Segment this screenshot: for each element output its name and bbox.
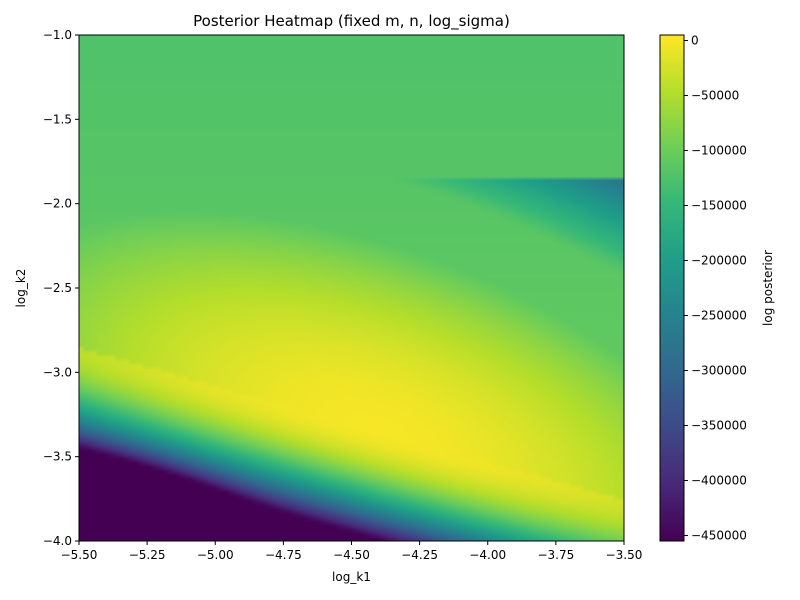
x-tick-label: −5.50	[61, 548, 98, 562]
x-tick-label: −4.25	[401, 548, 438, 562]
colorbar-tick-label: −100000	[691, 144, 747, 158]
colorbar-tick-label: 0	[691, 34, 699, 48]
y-tick-label: −1.5	[43, 112, 72, 126]
heatmap-surface	[79, 35, 624, 541]
colorbar-tick-label: −300000	[691, 364, 747, 378]
colorbar-bar	[659, 34, 685, 542]
x-tick-label: −3.75	[537, 548, 574, 562]
x-tick-label: −4.75	[265, 548, 302, 562]
y-tick-label: −3.0	[43, 365, 72, 379]
colorbar-tick-label: −50000	[691, 89, 739, 103]
colorbar-tick-label: −400000	[691, 474, 747, 488]
colorbar-tick-label: −200000	[691, 254, 747, 268]
colorbar-tick-label: −350000	[691, 419, 747, 433]
x-tick-label: −5.00	[197, 548, 234, 562]
colorbar-tick-label: −250000	[691, 309, 747, 323]
colorbar-label: log posterior	[761, 250, 775, 326]
x-axis-label: log_k1	[332, 570, 371, 584]
y-tick-label: −2.5	[43, 281, 72, 295]
colorbar-tick-label: −150000	[691, 199, 747, 213]
x-tick-label: −3.50	[606, 548, 643, 562]
colorbar: 0 −50000 −100000 −150000 −200000 −250000 −3000…	[659, 34, 775, 543]
y-tick-label: −3.5	[43, 450, 72, 464]
heatmap-plot	[79, 35, 624, 541]
x-tick-label: −4.00	[469, 548, 506, 562]
y-tick-label: −2.0	[43, 197, 72, 211]
y-axis: −1.0 −1.5 −2.0 −2.5 −3.0 −3.5 −4.0	[43, 28, 79, 548]
colorbar-ticks: 0 −50000 −100000 −150000 −200000 −250000 −3000…	[684, 34, 747, 543]
x-axis: −5.50 −5.25 −5.00 −4.75 −4.50 −4.25 −4.00 −3.75…	[61, 541, 643, 562]
y-axis-label: log_k2	[14, 269, 28, 308]
y-tick-label: −1.0	[43, 28, 72, 42]
x-tick-label: −4.50	[333, 548, 370, 562]
y-tick-label: −4.0	[43, 534, 72, 548]
chart-title: Posterior Heatmap (fixed m, n, log_sigma…	[193, 12, 510, 31]
colorbar-tick-label: −450000	[691, 529, 747, 543]
x-tick-label: −5.25	[129, 548, 166, 562]
